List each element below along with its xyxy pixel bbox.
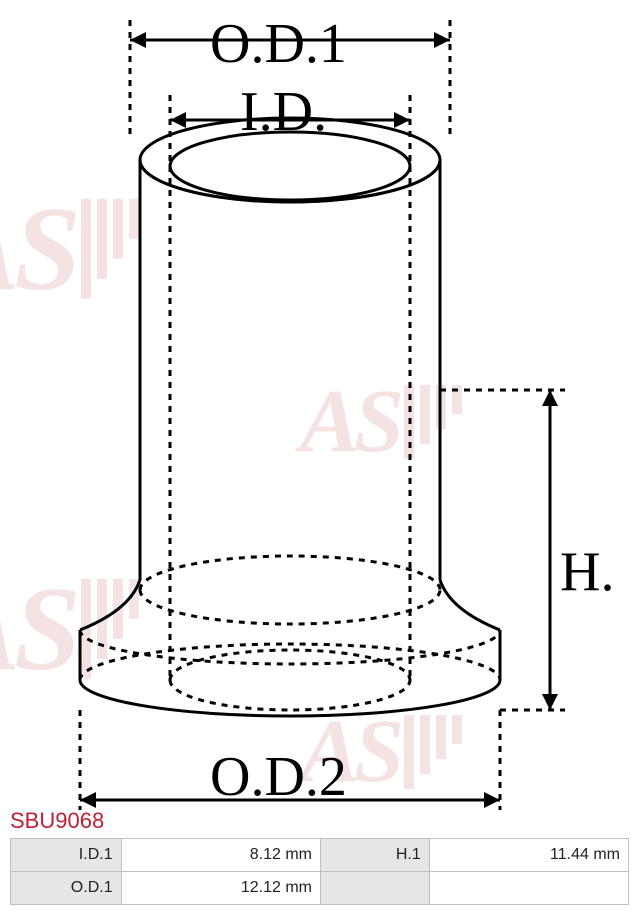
label-od2: O.D.2 bbox=[210, 745, 347, 809]
diagram-area: ASASASAS O.D.1 I.D. H. O.D.2 bbox=[0, 0, 639, 810]
spec-val-empty bbox=[429, 872, 628, 905]
spec-key: H.1 bbox=[320, 839, 429, 872]
label-id: I.D. bbox=[240, 80, 327, 144]
spec-val: 11.44 mm bbox=[429, 839, 628, 872]
label-h: H. bbox=[560, 540, 614, 604]
spec-key: I.D.1 bbox=[11, 839, 122, 872]
spec-table: I.D.18.12 mmH.111.44 mmO.D.112.12 mm bbox=[10, 838, 629, 905]
table-row: O.D.112.12 mm bbox=[11, 872, 629, 905]
page-root: ASASASAS O.D.1 I.D. H. O.D.2 SBU9068 I.D… bbox=[0, 0, 639, 913]
spec-val: 8.12 mm bbox=[121, 839, 320, 872]
spec-val: 12.12 mm bbox=[121, 872, 320, 905]
label-od1: O.D.1 bbox=[210, 12, 347, 76]
part-code: SBU9068 bbox=[10, 808, 104, 834]
table-row: I.D.18.12 mmH.111.44 mm bbox=[11, 839, 629, 872]
spec-key-empty bbox=[320, 872, 429, 905]
spec-key: O.D.1 bbox=[11, 872, 122, 905]
